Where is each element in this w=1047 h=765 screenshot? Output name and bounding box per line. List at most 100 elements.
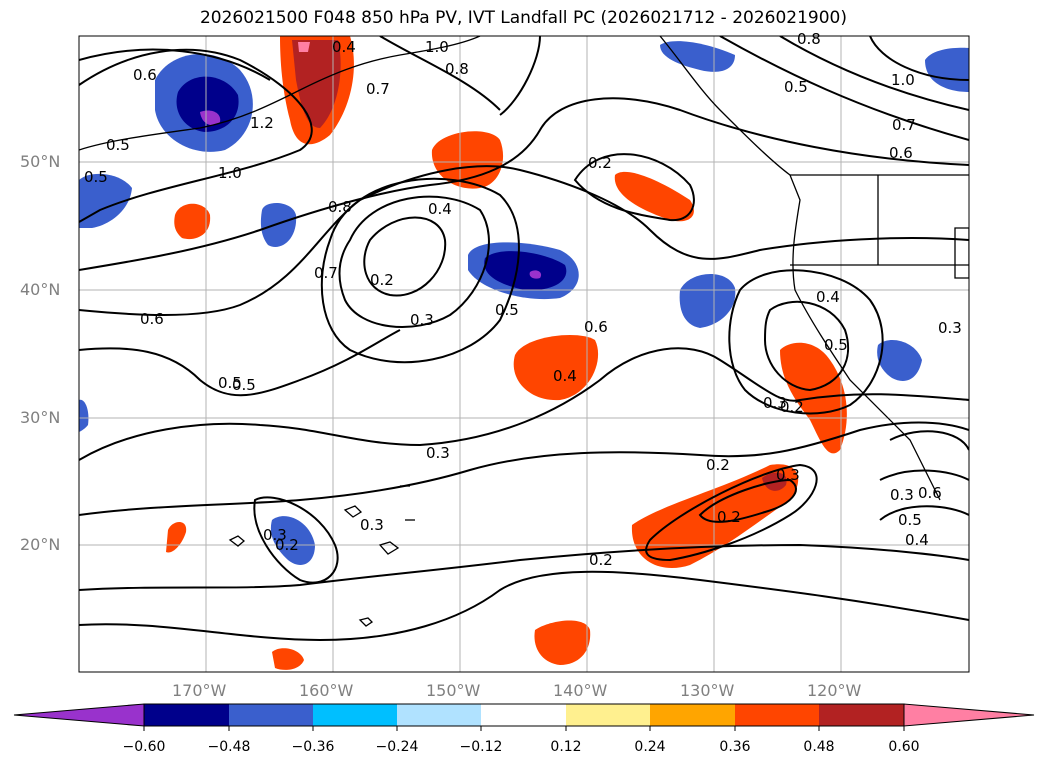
pv-positive-region <box>614 171 694 222</box>
colorbar-tick-label: 0.60 <box>888 739 920 755</box>
contour-label: 0.3 <box>938 319 962 337</box>
pv-negative-region <box>660 41 735 72</box>
colorbar-swatch <box>144 704 229 726</box>
contour-label: 0.6 <box>133 66 157 84</box>
graticule <box>79 36 969 672</box>
lat-label: 40°N <box>20 280 61 299</box>
colorbar-extend-low <box>13 703 145 727</box>
contour-label: 0.2 <box>275 536 299 554</box>
contour-label: 1.0 <box>218 164 242 182</box>
pv-negative-region <box>260 203 297 247</box>
colorbar-swatch <box>819 704 904 726</box>
contour-label: 1.0 <box>425 38 449 56</box>
contour-label: 0.3 <box>763 394 787 412</box>
contour-label: 0.5 <box>84 168 108 186</box>
pv-positive-region <box>272 648 304 670</box>
pv-positive-region <box>513 335 599 401</box>
pv-negative-region <box>925 47 969 92</box>
colorbar-tick-label: 0.24 <box>634 739 666 755</box>
pv-positive-core <box>292 40 341 128</box>
ivt-contours <box>79 36 969 642</box>
lon-label: 150°W <box>426 681 481 700</box>
colorbar-tick-label: 0.12 <box>550 739 582 755</box>
pv-negative-extreme <box>200 110 221 126</box>
colorbar-swatch <box>650 704 735 726</box>
pv-negative-region <box>679 273 736 328</box>
pv-negative-core <box>176 76 239 132</box>
pv-negative-core <box>484 251 567 291</box>
contour-label: 0.3 <box>263 526 287 544</box>
contour-label: 0.5 <box>495 301 519 319</box>
map-title: 2026021500 F048 850 hPa PV, IVT Landfall… <box>199 8 847 28</box>
lon-label: 140°W <box>553 681 608 700</box>
colorbar-swatch <box>566 704 650 726</box>
pv-positive-region <box>631 464 799 569</box>
contour-label: 0.5 <box>824 336 848 354</box>
contour-label-group: 0.6 1.2 0.5 1.0 0.8 0.7 0.6 0.5 0.4 0.2 … <box>84 30 962 569</box>
contour-label: 0.5 <box>106 136 130 154</box>
contour-label: 0.3 <box>890 486 914 504</box>
colorbar-swatch <box>735 704 819 726</box>
coastlines <box>79 36 969 627</box>
colorbar <box>13 703 1035 731</box>
contour-label: 0.2 <box>370 271 394 289</box>
contour-label: 0.5 <box>232 376 256 394</box>
pv-positive-extreme <box>298 42 310 52</box>
contour-label: 0.2 <box>780 398 804 416</box>
lat-label: 50°N <box>20 152 61 171</box>
contour-label: 0.4 <box>905 531 929 549</box>
contour-label: 0.6 <box>140 310 164 328</box>
contour-label: 0.6 <box>889 144 913 162</box>
colorbar-swatch <box>481 704 566 726</box>
contour-label: 0.4 <box>816 288 840 306</box>
contour-label: 1.0 <box>891 71 915 89</box>
colorbar-tick-label: −0.48 <box>207 739 251 755</box>
colorbar-tick-label: 0.36 <box>719 739 751 755</box>
contour-label: 0.3 <box>360 516 384 534</box>
colorbar-tick-label: −0.60 <box>122 739 166 755</box>
lon-label: 130°W <box>680 681 735 700</box>
lon-label: 170°W <box>172 681 227 700</box>
contour-label: 0.5 <box>218 374 242 392</box>
colorbar-extend-high <box>903 703 1035 727</box>
pv-negative-extreme <box>529 270 542 279</box>
contour-label: 0.4 <box>428 200 452 218</box>
pv-anomaly-fill <box>79 36 969 670</box>
contour-label: 0.2 <box>589 551 613 569</box>
contour-label: 0.3 <box>426 444 450 462</box>
lat-label: 30°N <box>20 408 61 427</box>
pv-negative-region <box>79 399 89 432</box>
pv-positive-region <box>174 203 211 240</box>
contour-label: 0.8 <box>797 30 821 48</box>
colorbar-tick-label: −0.36 <box>291 739 335 755</box>
contour-label: 0.7 <box>366 80 390 98</box>
contour-label: 1.2 <box>250 114 274 132</box>
colorbar-tick-label: −0.24 <box>375 739 419 755</box>
lon-label: 160°W <box>299 681 354 700</box>
contour-label: 0.4 <box>332 38 356 56</box>
contour-label: 0.8 <box>445 60 469 78</box>
pv-negative-region <box>270 516 315 565</box>
pv-positive-region <box>534 620 591 665</box>
lon-label: 120°W <box>807 681 862 700</box>
contour-label: 0.2 <box>717 508 741 526</box>
map-border <box>78 35 970 673</box>
contour-label: 0.2 <box>706 456 730 474</box>
lat-label: 20°N <box>20 535 61 554</box>
contour-label: 0.6 <box>584 318 608 336</box>
contour-label: 0.2 <box>588 154 612 172</box>
contour-label: 0.4 <box>553 367 577 385</box>
colorbar-swatch <box>229 704 313 726</box>
pv-negative-region <box>877 340 922 381</box>
contour-label: 0.3 <box>410 311 434 329</box>
pv-positive-region <box>431 131 504 189</box>
colorbar-tick-label: −0.12 <box>459 739 503 755</box>
contour-label: 0.3 <box>776 466 800 484</box>
colorbar-swatch <box>313 704 397 726</box>
contour-label: 0.7 <box>892 116 916 134</box>
contour-label: 0.7 <box>314 264 338 282</box>
contour-label: 0.8 <box>328 198 352 216</box>
colorbar-tick-label: 0.48 <box>803 739 835 755</box>
contour-label: 0.5 <box>898 511 922 529</box>
